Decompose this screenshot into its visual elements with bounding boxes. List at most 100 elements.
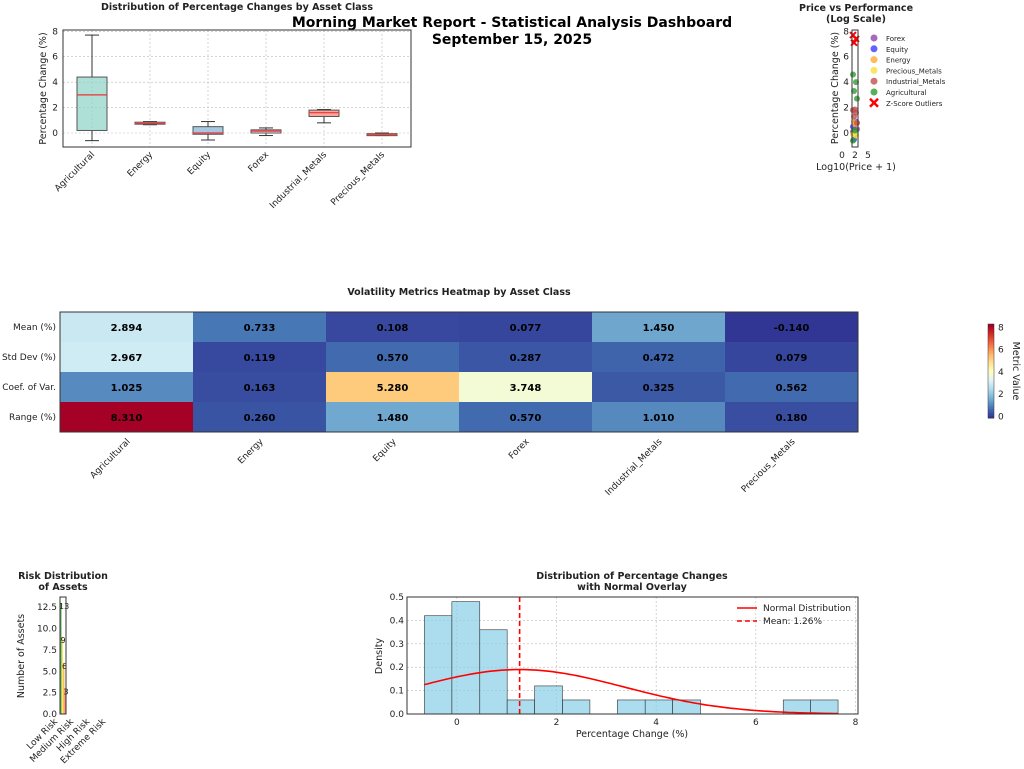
x-axis-label: Percentage Change (%)	[576, 729, 688, 740]
histogram-bar	[506, 699, 535, 715]
heatmap-cell	[326, 342, 460, 373]
colorbar-segment	[988, 359, 994, 363]
cell-value: 3.748	[510, 383, 542, 394]
colorbar-segment	[988, 338, 994, 341]
colorbar-segment	[988, 403, 994, 407]
y-tick-label: 2.5	[43, 689, 57, 699]
colorbar-segment	[988, 366, 994, 370]
histogram-bar	[424, 615, 453, 715]
legend-marker	[870, 77, 878, 85]
heatmap-cell	[592, 342, 726, 373]
axes-frame	[406, 596, 859, 715]
scatter-point	[852, 127, 858, 134]
colorbar-segment	[988, 396, 994, 400]
cell-value: 1.010	[643, 413, 675, 424]
legend-marker	[870, 34, 878, 42]
legend-label: Forex	[886, 35, 905, 43]
column-label: Agricultural	[89, 437, 133, 481]
heatmap-cell	[725, 402, 859, 433]
y-tick-label: 7.5	[43, 646, 57, 656]
x-tick-label: 0	[454, 718, 460, 728]
axes-frame	[59, 596, 67, 715]
cell-value: 0.562	[776, 383, 808, 394]
histogram-bar	[562, 699, 591, 715]
histogram-bar	[451, 601, 481, 715]
heatmap-cell	[592, 312, 726, 343]
colorbar-frame	[987, 323, 995, 419]
box-Industrial_Metals	[308, 109, 340, 117]
colorbar-segment	[988, 406, 994, 410]
x-tick-label: Precious_Metals	[329, 150, 387, 208]
colorbar-segment	[988, 410, 994, 414]
chart-title: Distribution of Percentage Changes by As…	[101, 2, 373, 13]
risk-bar	[60, 602, 62, 714]
risk-bar	[63, 662, 65, 714]
cell-value: 0.180	[776, 413, 808, 424]
histogram-bar	[534, 685, 563, 715]
column-label: Equity	[371, 437, 399, 465]
colorbar-segment	[988, 394, 994, 398]
legend-label: Normal Distribution	[763, 604, 851, 614]
y-tick-label: 0.3	[390, 640, 404, 650]
row-label: Mean (%)	[13, 323, 56, 333]
colorbar-segment	[988, 335, 994, 339]
heatmap-cell	[193, 342, 327, 373]
cell-value: -0.140	[774, 323, 810, 334]
cell-value: 0.077	[510, 323, 542, 334]
heatmap-cell	[60, 312, 194, 343]
cell-value: 0.260	[244, 413, 276, 424]
y-tick-label: 4	[843, 78, 849, 88]
x-tick-label: Forex	[247, 150, 272, 175]
heatmap-cell	[725, 342, 859, 373]
colorbar-segment	[988, 389, 994, 393]
heatmap-cell	[459, 372, 593, 403]
colorbar-segment	[988, 354, 994, 358]
heatmap-cell	[725, 312, 859, 343]
colorbar-tick: 8	[998, 323, 1004, 333]
suptitle-line-2: September 15, 2025	[432, 32, 592, 48]
x-tick-label: 4	[653, 718, 659, 728]
histogram-bar	[644, 699, 673, 715]
cell-value: 1.025	[111, 383, 143, 394]
y-tick-label: 0	[52, 129, 58, 139]
heatmap-cell	[725, 372, 859, 403]
colorbar-segment	[988, 349, 994, 353]
colorbar-segment	[988, 345, 994, 348]
heatmap-cell	[459, 402, 593, 433]
cell-value: 0.163	[244, 383, 276, 394]
legend-label: Energy	[886, 57, 911, 65]
cell-value: 0.733	[244, 323, 276, 334]
heatmap-cell	[326, 402, 460, 433]
x-tick-label: Energy	[126, 150, 156, 180]
colorbar-segment	[988, 347, 994, 351]
y-tick-label: 6	[52, 53, 58, 63]
row-label: Std Dev (%)	[2, 353, 56, 363]
bar-value-label: 6	[62, 662, 67, 671]
bar-value-label: 9	[61, 636, 66, 645]
cell-value: 0.325	[643, 383, 675, 394]
x-tick-label: 2	[852, 151, 858, 161]
row-label: Range (%)	[9, 413, 56, 423]
chart-title: of Assets	[38, 582, 88, 593]
y-tick-label: 0.0	[43, 710, 58, 720]
colorbar-segment	[988, 324, 994, 327]
cell-value: 0.570	[510, 413, 542, 424]
risk-bar	[61, 637, 63, 714]
chart-title: Volatility Metrics Heatmap by Asset Clas…	[347, 287, 571, 298]
colorbar-segment	[988, 356, 994, 360]
colorbar-segment	[988, 392, 994, 395]
heatmap-cell	[60, 372, 194, 403]
cell-value: 2.967	[111, 353, 143, 364]
legend-marker	[869, 97, 879, 108]
colorbar-segment	[988, 375, 994, 379]
x-tick-label: 0	[839, 151, 845, 161]
axes-frame	[62, 29, 412, 148]
cell-value: 0.079	[776, 353, 808, 364]
cell-value: 2.894	[111, 323, 143, 334]
y-tick-label: 10.0	[37, 625, 57, 635]
legend-marker	[870, 88, 878, 96]
legend-marker	[870, 66, 878, 74]
y-axis-label: Density	[374, 638, 385, 674]
